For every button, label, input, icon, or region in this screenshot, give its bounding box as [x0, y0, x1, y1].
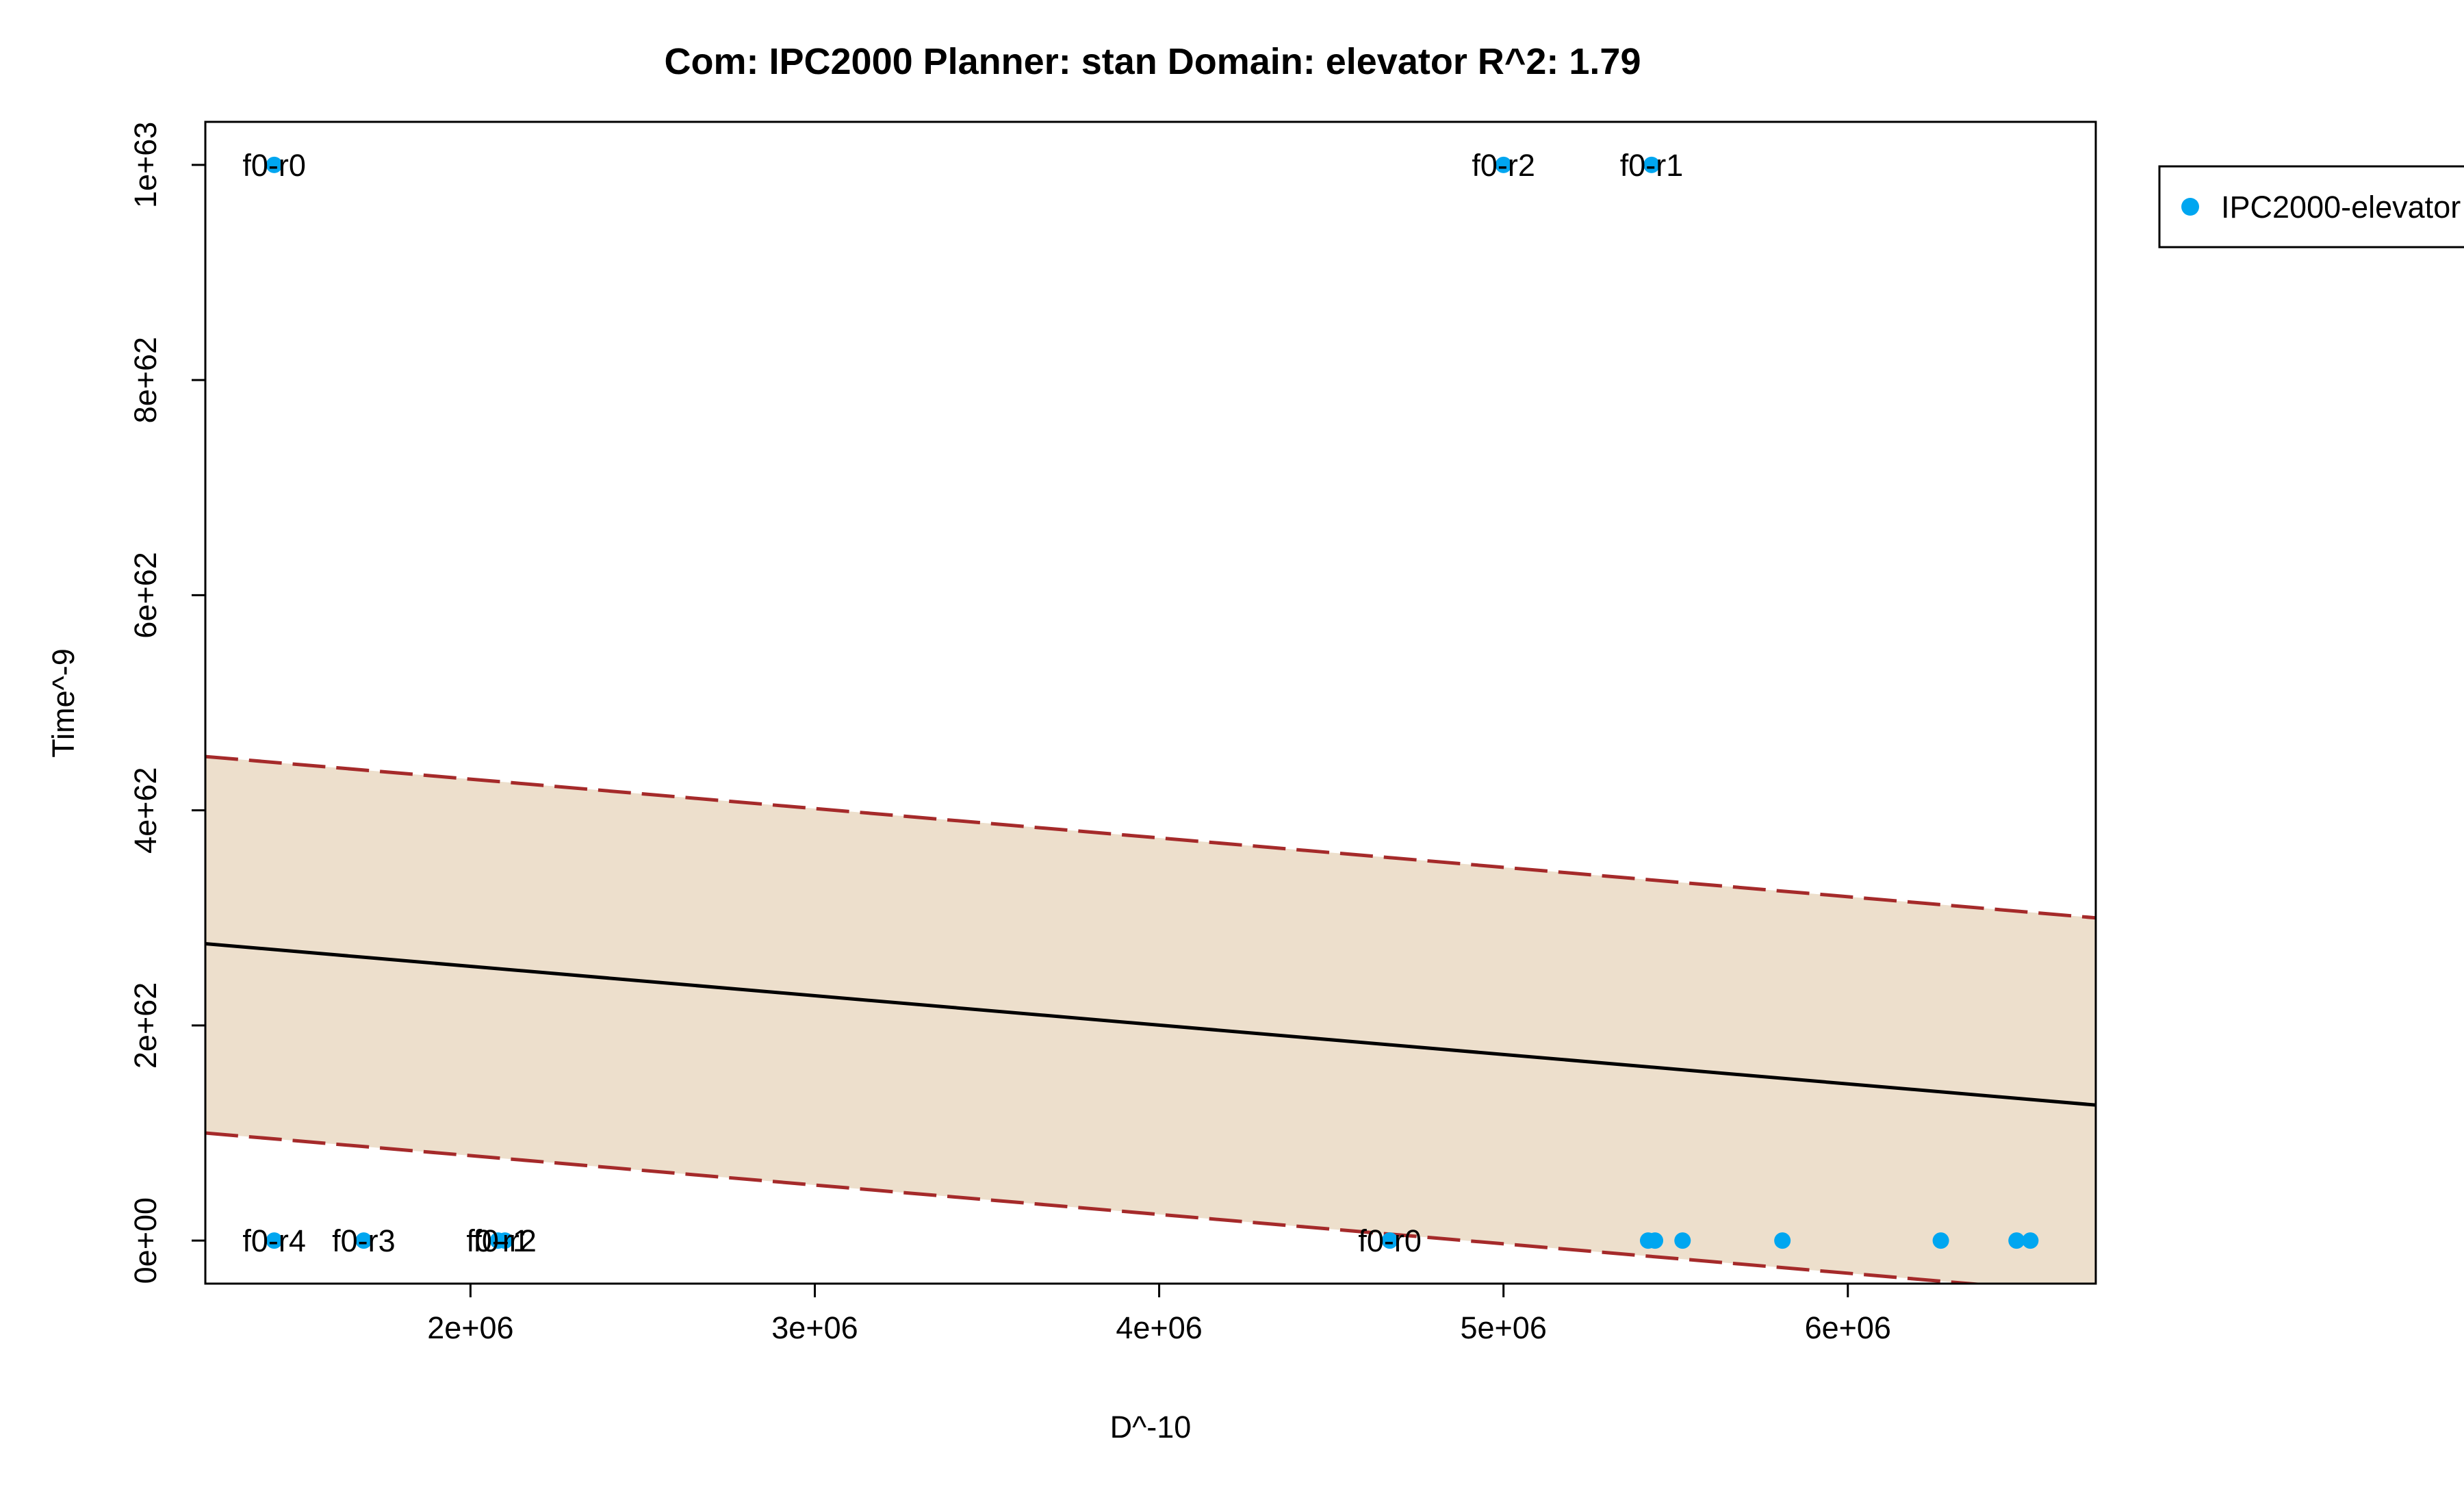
data-point	[2008, 1232, 2025, 1249]
chart-title: Com: IPC2000 Planner: stan Domain: eleva…	[665, 41, 1641, 82]
data-point	[266, 156, 283, 173]
data-point	[266, 1232, 283, 1249]
fit-line-layer	[205, 754, 2096, 1284]
lower-bound-line	[205, 1131, 1990, 1284]
data-point	[496, 1232, 513, 1249]
data-point	[1774, 1232, 1791, 1249]
x-tick-label: 4e+06	[1116, 1310, 1202, 1345]
point-label: f0-r1	[1620, 148, 1684, 183]
point-label: f0-r1	[466, 1223, 530, 1258]
data-point	[1932, 1232, 1949, 1249]
point-label: f0-r0	[242, 148, 306, 183]
x-tick-label: 3e+06	[771, 1310, 858, 1345]
y-tick-label: 2e+62	[128, 982, 163, 1069]
data-point	[1643, 156, 1660, 173]
point-label: f0-r2	[1472, 148, 1535, 183]
point-label: f0-r3	[332, 1223, 396, 1258]
regression-line	[205, 941, 2096, 1107]
x-axis-label: D^-10	[1110, 1410, 1192, 1445]
y-tick-label: 0e+00	[128, 1197, 163, 1284]
data-point	[355, 1232, 372, 1249]
y-axis: 0e+00 2e+62 4e+62 6e+62 8e+62 1e+63	[128, 122, 205, 1284]
confidence-band-layer	[205, 756, 2096, 1284]
point-label: f0-r0	[1358, 1223, 1422, 1258]
legend-box	[2158, 165, 2464, 249]
legend-entry: IPC2000-elevator	[2221, 190, 2461, 225]
points-layer	[266, 156, 2039, 1249]
data-point	[2022, 1232, 2039, 1249]
legend: IPC2000-elevator	[2158, 165, 2464, 249]
point-label: f0-r4	[242, 1223, 306, 1258]
y-tick-label: 8e+62	[128, 337, 163, 423]
x-axis: 2e+06 3e+06 4e+06 5e+06 6e+06	[427, 1284, 1891, 1345]
y-axis-label: Time^-9	[46, 648, 81, 757]
upper-bound-line	[205, 754, 2096, 920]
plot-border	[204, 120, 2097, 1285]
point-label: f0-r2	[473, 1223, 537, 1258]
x-tick-label: 5e+06	[1460, 1310, 1546, 1345]
data-point	[1674, 1232, 1691, 1249]
y-tick-label: 4e+62	[128, 767, 163, 853]
data-point	[1381, 1232, 1398, 1249]
legend-marker	[2181, 198, 2199, 216]
confidence-band	[205, 756, 2096, 1284]
x-tick-label: 2e+06	[427, 1310, 513, 1345]
y-tick-label: 1e+63	[128, 122, 163, 208]
data-point	[1495, 156, 1512, 173]
y-tick-label: 6e+62	[128, 552, 163, 638]
x-tick-label: 6e+06	[1805, 1310, 1891, 1345]
data-point	[1647, 1232, 1664, 1249]
